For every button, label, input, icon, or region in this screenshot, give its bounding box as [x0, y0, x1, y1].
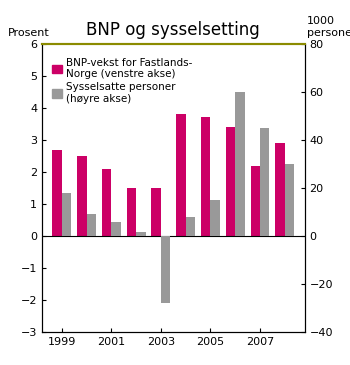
Bar	[285, 164, 294, 236]
Legend: BNP-vekst for Fastlands-
Norge (venstre akse), Sysselsatte personer
(høyre akse): BNP-vekst for Fastlands- Norge (venstre …	[52, 58, 192, 104]
Bar	[226, 127, 235, 236]
Bar	[52, 150, 62, 236]
Bar	[201, 118, 210, 236]
Bar	[136, 233, 146, 236]
Bar	[77, 156, 86, 236]
Bar	[176, 114, 186, 236]
Bar	[186, 217, 195, 236]
Bar	[260, 128, 270, 236]
Bar	[111, 222, 121, 236]
Title: BNP og sysselsetting: BNP og sysselsetting	[86, 22, 260, 39]
Bar	[161, 236, 170, 303]
Bar	[251, 166, 260, 236]
Bar	[235, 92, 245, 236]
Bar	[62, 193, 71, 236]
Bar	[86, 214, 96, 236]
Text: 1000
personer: 1000 personer	[307, 16, 350, 38]
Bar	[102, 169, 111, 236]
Text: Prosent: Prosent	[8, 28, 50, 38]
Bar	[127, 188, 136, 236]
Bar	[210, 200, 220, 236]
Bar	[152, 188, 161, 236]
Bar	[275, 143, 285, 236]
